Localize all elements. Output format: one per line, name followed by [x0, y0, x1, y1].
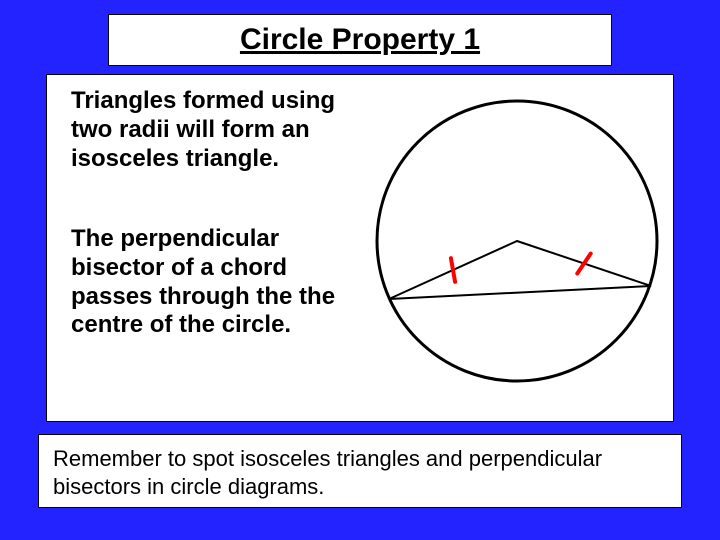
property-1-text: Triangles formed using two radii will fo…	[71, 87, 341, 173]
circle-diagram	[367, 81, 667, 411]
title-box: Circle Property 1	[108, 14, 612, 66]
footer-note: Remember to spot isosceles triangles and…	[53, 445, 667, 500]
circle-diagram-svg	[367, 81, 667, 411]
property-2-text: The perpendicular bisector of a chord pa…	[71, 225, 361, 340]
footer-box: Remember to spot isosceles triangles and…	[38, 434, 682, 508]
content-box: Triangles formed using two radii will fo…	[46, 74, 674, 422]
slide-title: Circle Property 1	[240, 23, 480, 57]
